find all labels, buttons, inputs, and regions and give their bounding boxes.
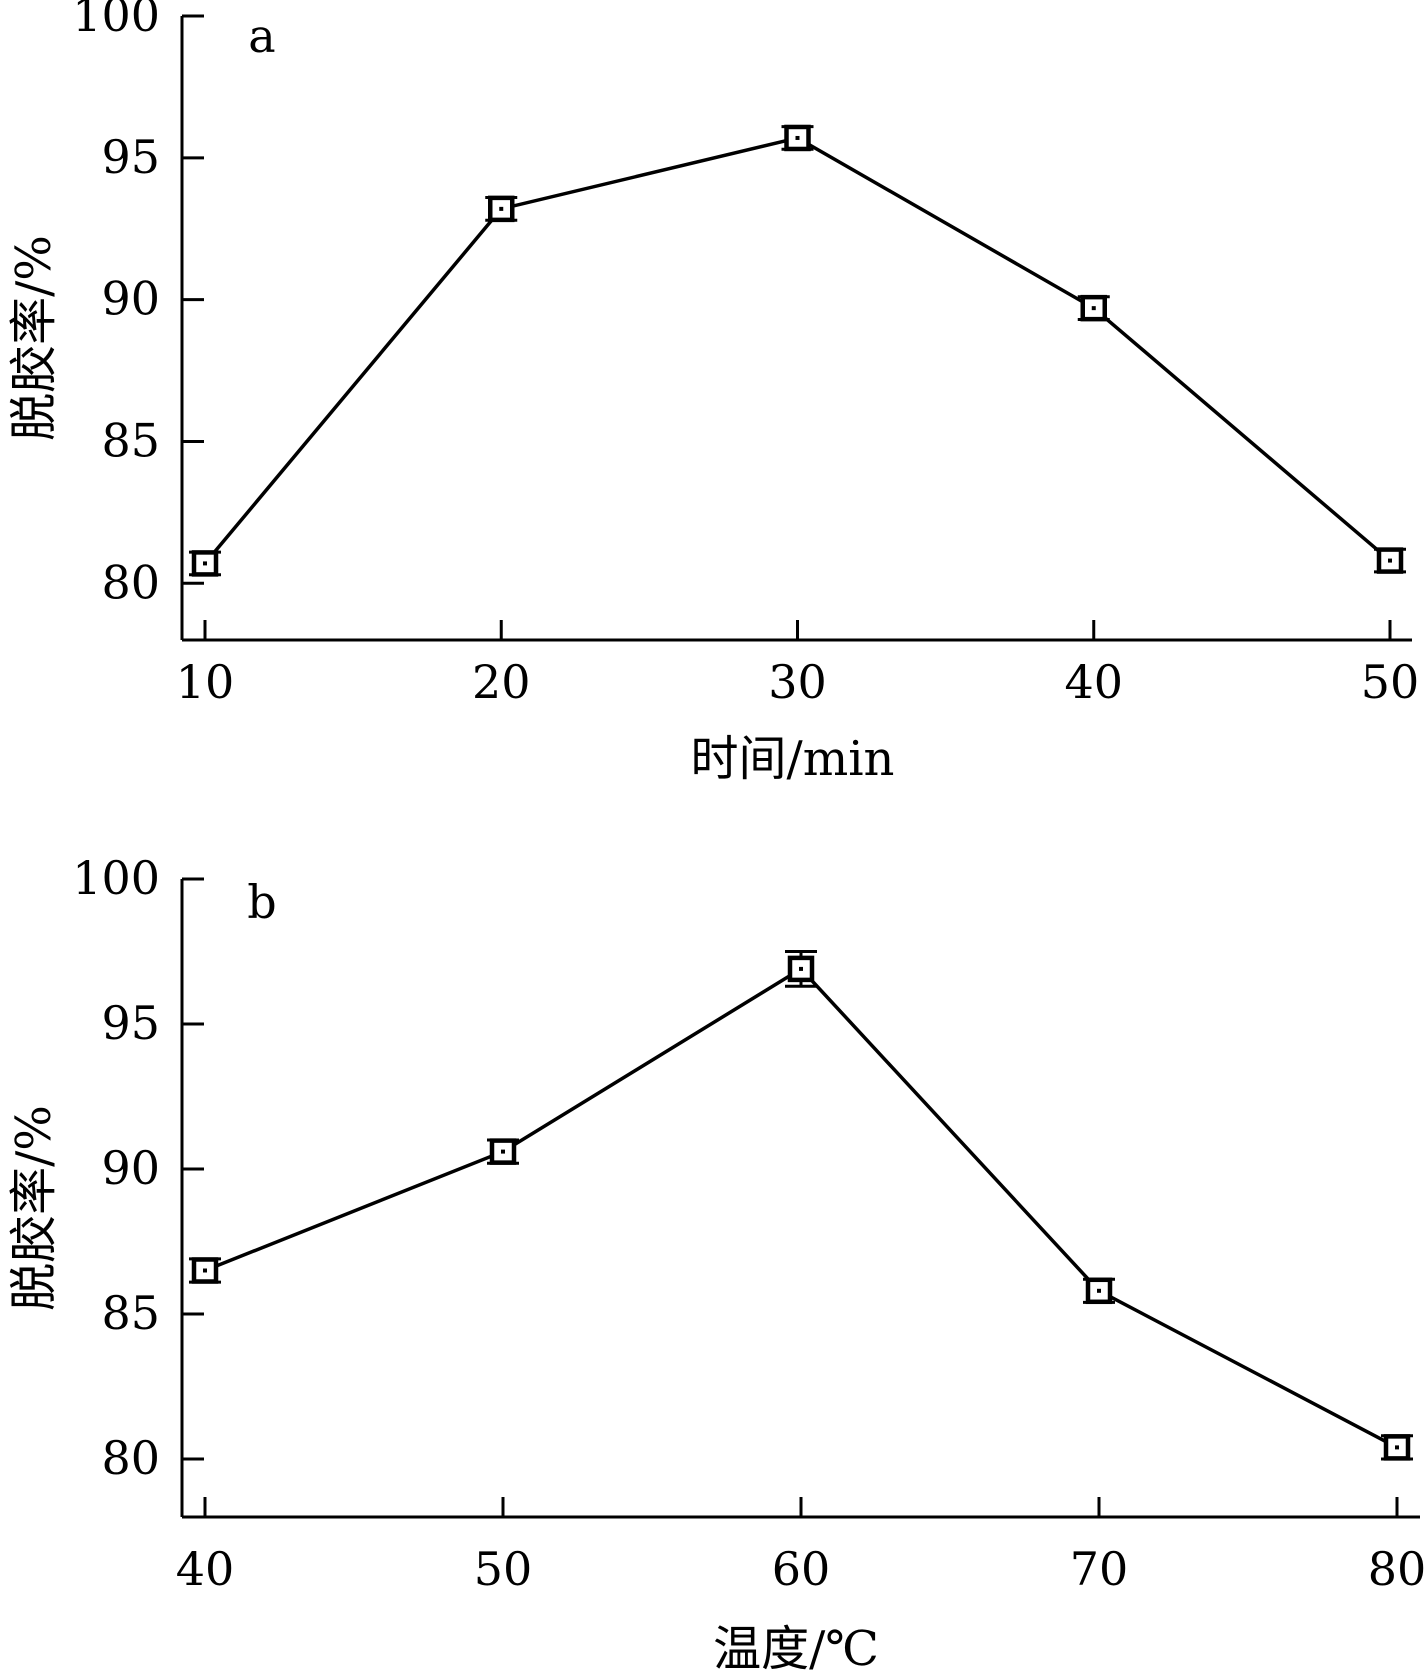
- y-tick-label: 80: [101, 555, 160, 609]
- y-tick-label: 85: [101, 413, 160, 467]
- y-axis-title: 脱胶率/%: [6, 235, 62, 441]
- data-point-center: [501, 1149, 505, 1154]
- data-point-center: [1097, 1288, 1101, 1293]
- y-tick-label: 100: [72, 851, 160, 905]
- x-tick-label: 50: [1361, 655, 1420, 709]
- y-tick-label: 80: [101, 1431, 160, 1485]
- x-tick-label: 50: [474, 1542, 533, 1596]
- x-tick-label: 40: [176, 1542, 235, 1596]
- data-point-center: [499, 206, 504, 211]
- data-point-center: [203, 1268, 207, 1273]
- y-tick-label: 85: [101, 1286, 160, 1340]
- data-point-center: [795, 135, 800, 140]
- panel-label: b: [247, 875, 276, 929]
- chart-panel-b: 80 85 90 95 100 40 50 60 70 80 温度/℃ 脱胶率/% b: [6, 851, 1425, 1670]
- data-point-center: [799, 966, 803, 971]
- data-point-center: [1395, 1445, 1399, 1450]
- x-tick-label: 60: [772, 1542, 831, 1596]
- x-axis-title: 时间/min: [691, 731, 895, 787]
- x-tick-label: 30: [768, 655, 827, 709]
- x-axis-title: 温度/℃: [713, 1621, 879, 1670]
- y-tick-label: 90: [101, 1141, 160, 1195]
- panel-label: a: [248, 9, 275, 63]
- x-tick-label: 80: [1368, 1542, 1425, 1596]
- y-tick-label: 95: [101, 996, 160, 1050]
- y-tick-label: 90: [101, 272, 160, 326]
- series-line: [204, 966, 1398, 1449]
- data-point-center: [203, 561, 207, 566]
- data-point-center: [1388, 558, 1392, 563]
- x-tick-label: 70: [1070, 1542, 1129, 1596]
- data-point-center: [1091, 306, 1096, 311]
- chart-panel-a: 80 85 90 95 100 10 20 30 40 50 时间/min 脱胶率/% a: [6, 0, 1419, 787]
- series-line: [203, 136, 1392, 565]
- y-axis-title: 脱胶率/%: [6, 1105, 62, 1311]
- y-tick-label: 95: [101, 130, 160, 184]
- y-tick-label: 100: [72, 0, 160, 42]
- x-tick-label: 10: [176, 655, 235, 709]
- x-tick-label: 20: [472, 655, 531, 709]
- x-tick-label: 40: [1064, 655, 1123, 709]
